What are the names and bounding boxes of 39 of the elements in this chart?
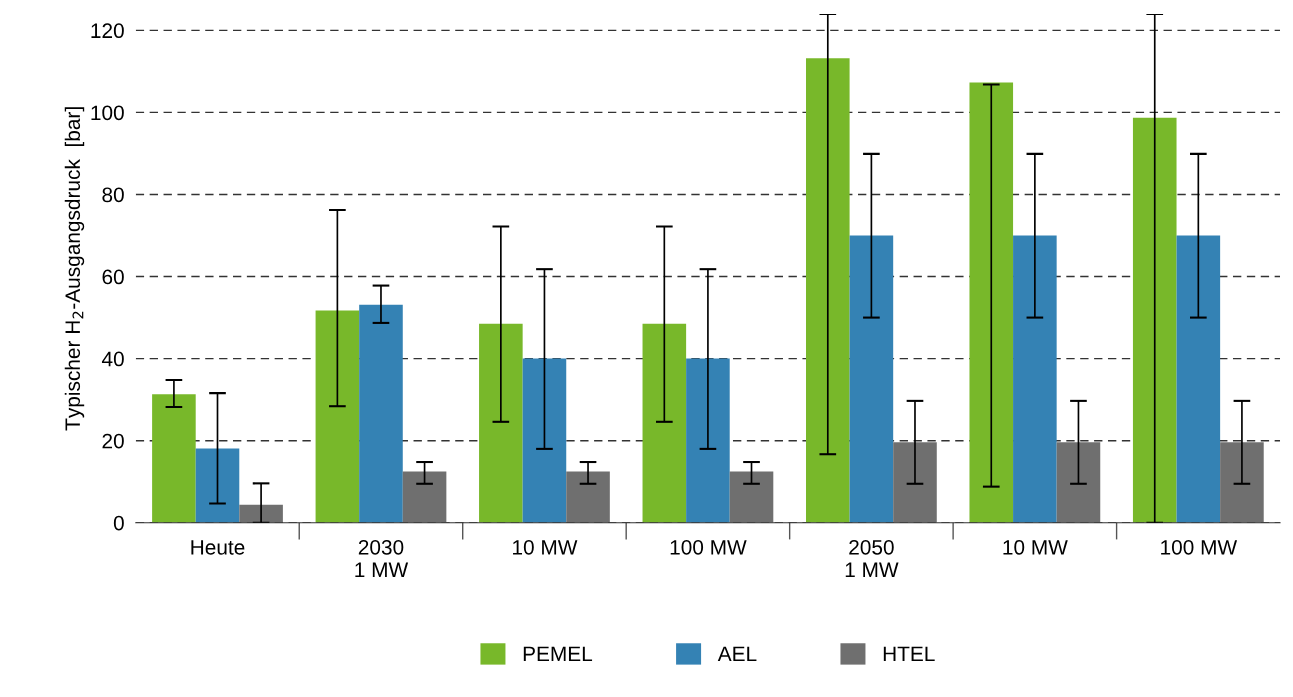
legend-label: HTEL [883,646,935,661]
bar [315,310,360,523]
x-tick-label: 100 MW [1161,539,1238,555]
y-tick-label: 0 [113,515,124,531]
bar [849,235,894,523]
bar [806,58,850,523]
bar [1220,442,1264,523]
y-tick-label: 60 [102,269,124,285]
y-tick-label: 100 [91,105,124,121]
legend-label: AEL [717,646,757,661]
bar [1132,117,1177,523]
bar [479,323,523,523]
y-axis-title: Typischer H$_{2}$-Ausgangsdruck [bar] [64,107,85,431]
x-tick-label: 10 MW [1003,539,1068,555]
bar [195,448,240,523]
bar [522,358,567,523]
bar [969,82,1014,523]
bar [1176,235,1221,523]
x-tick-label: 100 MW [670,539,747,555]
x-tick-label: 2050 1 MW [845,539,899,577]
bar [152,394,196,523]
bar [359,304,403,523]
y-tick-label: 20 [102,433,124,449]
bar [1056,442,1101,523]
bar [566,471,610,523]
x-tick-label: 2030 1 MW [355,539,409,577]
bar [686,358,730,523]
x-tick-label: Heute [191,540,245,555]
y-tick-label: 40 [101,351,124,367]
legend-label: PEMEL [523,646,593,661]
bar [893,442,937,523]
bar [642,323,687,523]
bar [402,471,447,523]
bar [239,504,283,523]
bar [729,471,774,523]
x-tick-label: 10 MW [513,539,578,555]
y-tick-label: 120 [91,23,124,39]
y-tick-label: 80 [102,187,124,203]
bar [1013,235,1057,523]
